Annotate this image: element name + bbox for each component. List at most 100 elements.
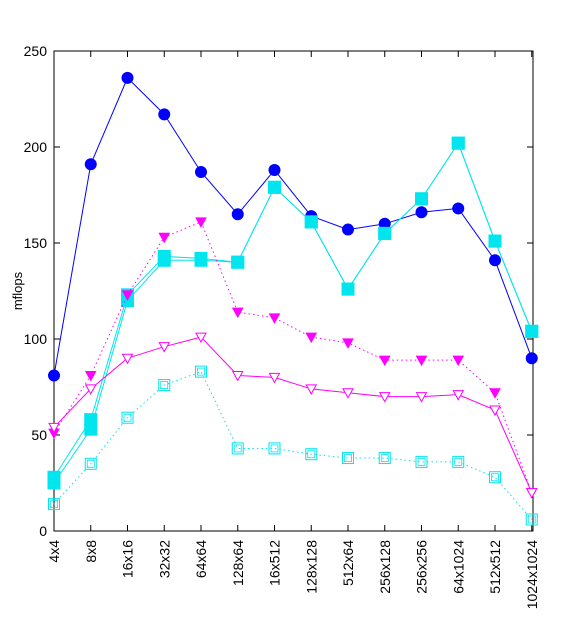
- series-5-point: [48, 422, 60, 434]
- series-3: [47, 136, 539, 484]
- series-6-point: [378, 452, 391, 465]
- series-6-line: [53, 371, 533, 520]
- series-6-point-inner: [527, 515, 536, 524]
- series-3-point: [231, 255, 245, 269]
- series-5-point: [342, 388, 354, 399]
- series-3-point: [451, 136, 465, 150]
- series-5-point: [489, 405, 501, 417]
- series-5-point: [452, 390, 465, 401]
- series-6-point: [452, 455, 465, 468]
- series-4-point: [378, 355, 391, 367]
- x-tick-label: 32x32: [156, 540, 172, 578]
- x-tick-label: 512x64: [340, 540, 356, 586]
- series-1-point: [415, 206, 428, 219]
- series-2-line: [53, 142, 533, 484]
- series-1-point: [231, 208, 244, 221]
- series-1-point: [489, 254, 501, 267]
- series-3-point: [525, 324, 539, 338]
- series-5-point: [305, 384, 318, 395]
- series-4-point: [305, 332, 318, 344]
- series-5-point: [195, 332, 207, 344]
- series-6-point-inner: [270, 444, 279, 453]
- series-6-point: [121, 411, 134, 424]
- series-2: [47, 136, 539, 490]
- series-6-point-inner: [380, 454, 389, 462]
- series-1-point: [48, 369, 60, 382]
- series-4-point: [268, 313, 281, 324]
- series-5-line: [53, 336, 533, 493]
- series-5: [48, 332, 538, 499]
- series-6-point-inner: [50, 500, 58, 509]
- series-1-point: [525, 352, 538, 365]
- series-4-line: [53, 221, 533, 493]
- x-tick-label: 64x64: [193, 540, 209, 578]
- series-6-point: [268, 442, 281, 455]
- series-6-point-inner: [197, 367, 205, 376]
- series-6-point: [415, 455, 428, 468]
- series-6: [48, 365, 538, 526]
- series-3-point: [488, 234, 502, 248]
- series-6-point-inner: [123, 413, 132, 422]
- series-6-point-inner: [160, 381, 169, 389]
- y-tick-label: 100: [24, 331, 48, 347]
- y-tick-label: 50: [31, 427, 47, 443]
- series-6-point-inner: [307, 450, 316, 459]
- series-4-point: [489, 388, 501, 399]
- x-tick-label: 256x256: [414, 540, 430, 594]
- series-3-point: [84, 413, 98, 427]
- x-tick-label: 8x8: [83, 540, 99, 563]
- y-axis-label: mflops: [10, 271, 25, 310]
- series-1-point: [268, 164, 281, 177]
- series-6-point: [525, 513, 538, 526]
- series-4: [48, 217, 538, 499]
- y-tick-label: 200: [24, 139, 48, 155]
- x-tick-label: 128x64: [230, 540, 246, 586]
- series-5-point: [415, 392, 428, 403]
- series-5-point: [84, 384, 97, 395]
- x-tick-label: 128x128: [303, 540, 319, 594]
- series-6-point-inner: [454, 457, 463, 466]
- y-tick-label: 150: [24, 235, 48, 251]
- series-6-point: [342, 452, 354, 465]
- series-3-point: [341, 282, 355, 296]
- series-6-point: [305, 448, 318, 461]
- series-5-point: [525, 488, 538, 499]
- plot-frame: [53, 50, 534, 532]
- series-3-point: [415, 192, 428, 206]
- series-1-point: [84, 158, 97, 171]
- x-tick-label: 4x4: [46, 540, 62, 563]
- y-tick-label: 0: [39, 523, 47, 539]
- series-5-point: [231, 370, 244, 382]
- series-4-point: [121, 290, 134, 301]
- series-4-point: [342, 338, 354, 349]
- series-5-point: [158, 342, 171, 353]
- series-4-point: [415, 355, 428, 367]
- series-6-point: [84, 457, 97, 470]
- series-6-point: [489, 471, 501, 484]
- series-4-point: [452, 355, 465, 367]
- series-1-point: [452, 202, 465, 215]
- y-axis: 0 50 100 150 200 250: [24, 43, 533, 539]
- series-3-point: [378, 226, 392, 240]
- series-6-point: [48, 498, 60, 511]
- x-tick-label: 256x128: [377, 540, 393, 594]
- x-tick-label: 16x16: [120, 540, 136, 578]
- y-tick-label: 250: [24, 43, 48, 59]
- series-4-point: [158, 232, 171, 244]
- series-6-point: [231, 442, 244, 455]
- series-4-point: [84, 370, 97, 382]
- series-1-point: [342, 223, 354, 236]
- series-6-point-inner: [491, 473, 499, 482]
- series-6-point: [158, 379, 171, 392]
- series-6-point: [195, 365, 207, 378]
- x-axis: 4x4 8x8 16x16 32x32 64x64 128x64 16x512 128x128…: [46, 51, 540, 609]
- x-tick-label: 1024x1024: [524, 540, 540, 610]
- series-5-point: [121, 353, 134, 365]
- series-5-point: [268, 372, 281, 384]
- series-3-point: [47, 470, 61, 484]
- series-4-point: [231, 307, 244, 319]
- series-1-point: [195, 165, 207, 178]
- series-3-point: [268, 180, 281, 194]
- x-tick-label: 16x512: [267, 540, 283, 586]
